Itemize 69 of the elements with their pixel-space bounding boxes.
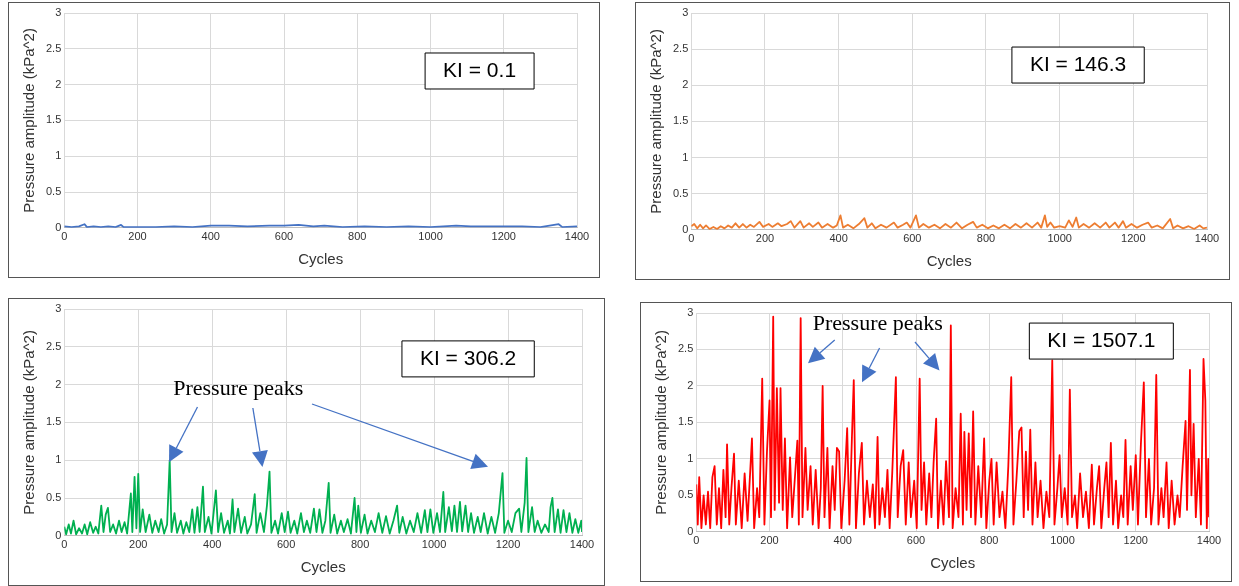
y-tick-label: 0.5 bbox=[45, 185, 62, 198]
x-tick-label: 200 bbox=[760, 534, 779, 547]
x-tick-label: 1200 bbox=[1123, 534, 1148, 547]
y-axis-title: Pressure amplitude (kPa^2) bbox=[20, 330, 38, 515]
x-tick-label: 600 bbox=[906, 534, 926, 547]
x-tick-label: 600 bbox=[903, 232, 922, 245]
y-tick-label: 2 bbox=[687, 378, 694, 391]
y-tick-label: 3 bbox=[687, 306, 694, 319]
y-tick-label: 0.5 bbox=[677, 488, 694, 501]
x-tick-label: 1000 bbox=[421, 538, 447, 551]
x-tick-label: 1000 bbox=[418, 230, 443, 243]
x-tick-label: 400 bbox=[833, 534, 852, 547]
x-tick-label: 1400 bbox=[569, 538, 595, 551]
x-axis-title: Cycles bbox=[298, 250, 344, 268]
x-tick-label: 200 bbox=[129, 538, 148, 551]
x-tick-label: 600 bbox=[276, 538, 296, 551]
y-tick-label: 1 bbox=[687, 451, 694, 464]
y-tick-label: 3 bbox=[682, 6, 689, 19]
x-tick-label: 1400 bbox=[1196, 534, 1222, 547]
y-tick-label: 1.5 bbox=[45, 113, 62, 126]
x-tick-label: 800 bbox=[350, 538, 370, 551]
annotation: KI = 146.3 bbox=[1029, 51, 1127, 75]
x-tick-label: 1000 bbox=[1047, 232, 1072, 245]
y-tick-label: 1.5 bbox=[677, 415, 694, 428]
y-axis-title: Pressure amplitude (kPa^2) bbox=[652, 330, 670, 515]
annotation: KI = 0.1 bbox=[443, 57, 517, 81]
x-tick-label: 1400 bbox=[1194, 232, 1220, 245]
x-tick-label: 400 bbox=[203, 538, 222, 551]
y-tick-label: 0 bbox=[687, 524, 694, 537]
y-tick-label: 1 bbox=[682, 150, 689, 163]
y-tick-label: 2.5 bbox=[677, 342, 694, 355]
y-tick-label: 0.5 bbox=[672, 186, 689, 199]
y-tick-label: 2 bbox=[55, 377, 62, 390]
y-tick-label: 3 bbox=[55, 6, 62, 19]
x-tick-label: 1000 bbox=[1050, 534, 1075, 547]
y-tick-label: 2.5 bbox=[672, 42, 689, 55]
y-tick-label: 0 bbox=[682, 222, 689, 235]
y-tick-label: 2 bbox=[682, 78, 689, 91]
y-tick-label: 2 bbox=[55, 77, 62, 90]
x-tick-label: 800 bbox=[976, 232, 996, 245]
x-tick-label: 1200 bbox=[1121, 232, 1146, 245]
x-tick-label: 1400 bbox=[564, 230, 590, 243]
x-tick-label: 400 bbox=[829, 232, 848, 245]
y-axis-title: Pressure amplitude (kPa^2) bbox=[20, 28, 38, 213]
annotation: Pressure peaks bbox=[173, 374, 304, 400]
y-tick-label: 0.5 bbox=[45, 491, 62, 504]
y-tick-label: 1 bbox=[55, 149, 62, 162]
x-axis-title: Cycles bbox=[930, 554, 976, 572]
y-tick-label: 0 bbox=[55, 220, 62, 233]
x-tick-label: 600 bbox=[274, 230, 294, 243]
x-axis-title: Cycles bbox=[300, 558, 346, 576]
annotation: Pressure peaks bbox=[812, 309, 943, 335]
x-tick-label: 200 bbox=[755, 232, 775, 245]
y-tick-label: 2.5 bbox=[45, 339, 62, 352]
y-tick-label: 2.5 bbox=[45, 41, 62, 54]
x-tick-label: 800 bbox=[980, 534, 999, 547]
y-axis-title: Pressure amplitude (kPa^2) bbox=[647, 29, 665, 214]
x-axis-title: Cycles bbox=[926, 252, 972, 270]
x-tick-label: 200 bbox=[128, 230, 147, 243]
x-tick-label: 400 bbox=[201, 230, 220, 243]
x-tick-label: 1200 bbox=[491, 230, 516, 243]
annotation: KI = 306.2 bbox=[419, 345, 517, 369]
x-tick-label: 800 bbox=[348, 230, 367, 243]
y-tick-label: 1.5 bbox=[45, 415, 62, 428]
y-tick-label: 1 bbox=[55, 453, 62, 466]
y-tick-label: 3 bbox=[55, 302, 62, 315]
annotation: KI = 1507.1 bbox=[1047, 327, 1156, 351]
y-tick-label: 1.5 bbox=[672, 114, 689, 127]
x-tick-label: 1200 bbox=[495, 538, 521, 551]
